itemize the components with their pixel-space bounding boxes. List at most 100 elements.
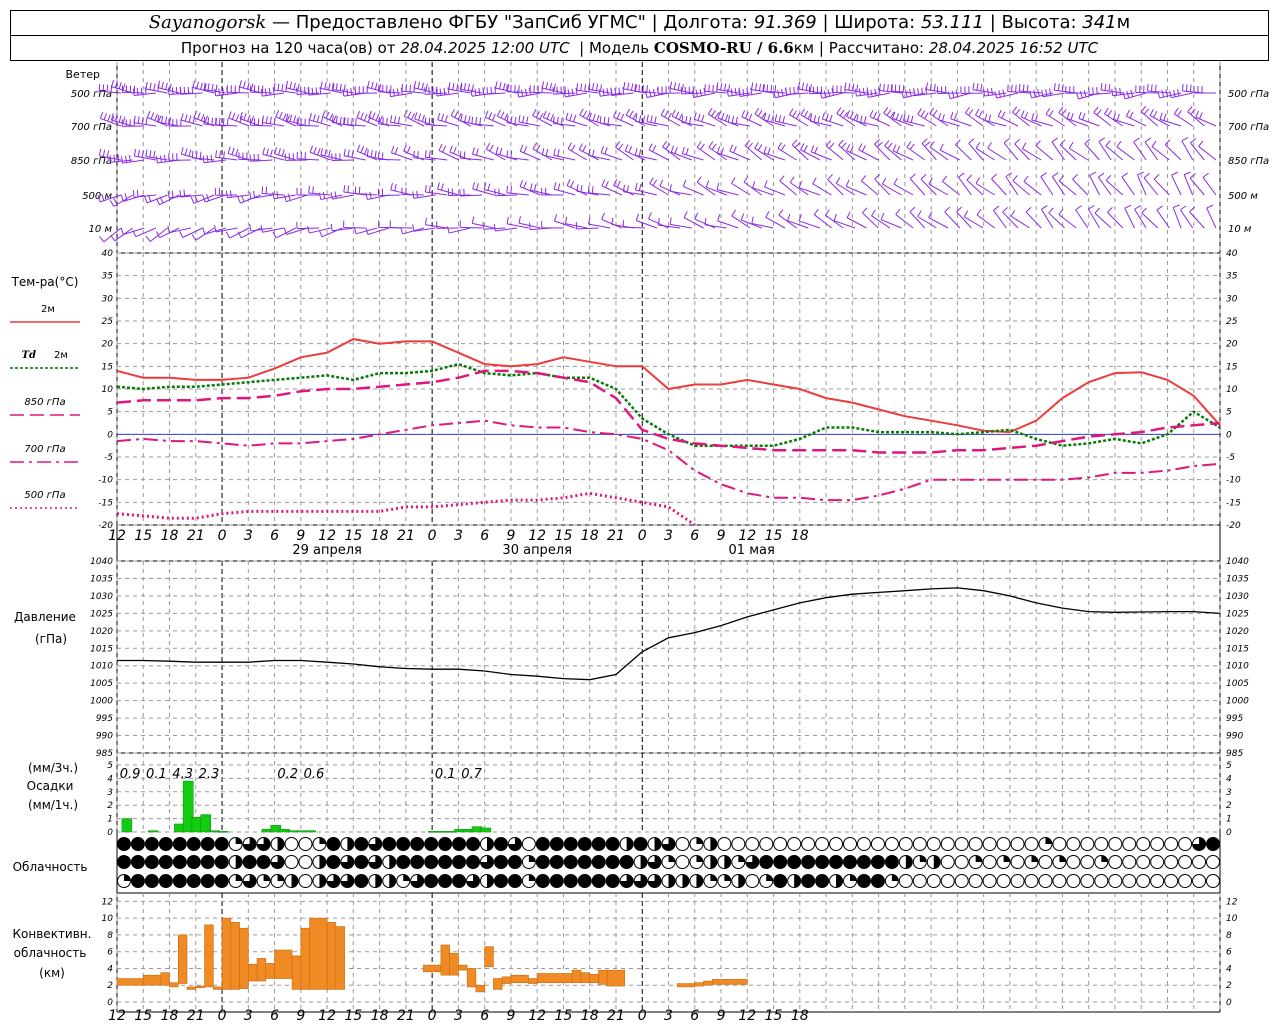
wind-barb-feather <box>932 109 938 117</box>
cloud-symbol <box>1066 874 1081 888</box>
wind-barb <box>835 182 856 196</box>
wind-barb <box>1181 140 1194 161</box>
wind-barb <box>273 89 296 94</box>
wind-barb-feather <box>343 117 345 125</box>
convective-bar <box>475 984 485 993</box>
cloud-symbol-fill <box>243 874 257 888</box>
cloud-symbol <box>452 837 467 851</box>
wind-barb-feather <box>101 193 105 201</box>
wind-barb-feather <box>720 83 723 91</box>
wind-barb <box>1022 148 1042 161</box>
wind-barb-feather <box>365 227 369 235</box>
y-tick-label-right: -10 <box>1226 476 1241 486</box>
y-tick-label-left: 4 <box>107 774 113 784</box>
wind-barb-feather <box>1052 172 1059 178</box>
wind-barb-feather <box>675 111 680 119</box>
wind-barb-feather <box>714 112 720 119</box>
wind-barb-feather <box>734 88 737 96</box>
wind-barb <box>1012 180 1030 196</box>
wind-barb-feather <box>953 113 958 121</box>
wind-barb-feather <box>1181 83 1184 92</box>
cloud-symbol <box>829 855 844 869</box>
wind-barb-feather <box>506 185 509 193</box>
wind-barb-feather <box>1096 109 1102 116</box>
wind-barb <box>519 186 541 196</box>
wind-barb-feather <box>106 84 109 92</box>
wind-barb-feather <box>318 230 323 238</box>
wind-barb-feather <box>334 191 337 199</box>
cloud-symbol <box>605 837 620 851</box>
time-axis-label: 9 <box>717 528 726 544</box>
wind-barb-feather <box>611 217 614 225</box>
wind-barb-feather <box>378 116 380 125</box>
cloud-symbol <box>158 855 173 869</box>
wind-barb-feather <box>475 148 479 156</box>
wind-barb-feather <box>204 115 209 123</box>
wind-barb-feather <box>642 116 646 124</box>
wind-barb-feather <box>870 89 873 97</box>
cloud-symbol <box>507 874 522 888</box>
wind-barb-feather <box>685 116 688 124</box>
wind-barb <box>343 123 366 127</box>
wind-barb <box>530 91 553 94</box>
wind-barb <box>1040 176 1054 196</box>
wind-barb-feather <box>1094 207 1101 214</box>
wind-barb <box>778 214 797 229</box>
wind-barb-feather <box>587 185 590 193</box>
cloud-symbol <box>256 855 271 869</box>
wind-barb-feather <box>136 189 139 197</box>
wind-barb <box>693 92 716 99</box>
wind-barb-feather <box>674 146 678 154</box>
wind-barb-feather <box>347 149 350 157</box>
wind-barb-feather <box>1177 109 1182 117</box>
wind-barb-feather <box>437 112 441 120</box>
wind-barb-feather <box>260 225 263 233</box>
wind-barb-feather <box>265 116 268 124</box>
wind-barb <box>180 194 203 198</box>
wind-barb <box>968 142 984 161</box>
wind-barb-feather <box>841 142 847 149</box>
cloud-symbol <box>438 874 453 888</box>
cloud-symbol <box>856 837 871 851</box>
wind-barb <box>1058 180 1077 196</box>
wind-barb-feather <box>328 149 331 157</box>
wind-barb <box>825 214 844 229</box>
wind-barb-feather <box>905 90 908 98</box>
wind-barb-feather <box>366 149 369 157</box>
wind-barb-feather <box>849 145 854 153</box>
cloud-symbol <box>507 855 522 869</box>
latitude-label: Широта: <box>834 12 916 33</box>
wind-barb <box>635 154 657 161</box>
wind-barb-feather <box>744 140 750 146</box>
cloud-symbol-fill <box>508 837 522 851</box>
wind-barb-feather <box>514 116 517 124</box>
wind-barb <box>1113 119 1135 127</box>
wind-barb-feather <box>453 146 457 154</box>
wind-barb-feather <box>755 83 758 91</box>
forecast-prefix: Прогноз на 120 часа(ов) от <box>180 39 396 57</box>
y-tick-label-right: -5 <box>1226 453 1235 463</box>
cloud-symbol-fill <box>640 855 648 869</box>
wind-barb-feather <box>1075 205 1082 211</box>
wind-barb <box>996 92 1019 99</box>
wind-barb-feather <box>1116 113 1120 121</box>
cloud-symbol-fill <box>905 855 913 869</box>
wind-level-label-right: 500 м <box>1228 191 1258 202</box>
wind-barb-feather <box>195 151 198 159</box>
wind-barb-feather <box>730 88 733 96</box>
wind-barb-feather <box>500 111 505 119</box>
wind-barb-feather <box>814 146 818 154</box>
cloud-symbol <box>968 837 983 851</box>
wind-barb <box>262 227 285 233</box>
wind-barb-feather <box>449 145 453 153</box>
wind-barb-feather <box>309 145 314 153</box>
cloud-symbol <box>773 837 788 851</box>
wind-barb-feather <box>467 115 471 123</box>
wind-barb-feather <box>532 109 537 116</box>
wind-barb-feather <box>1149 109 1154 116</box>
wind-title: Ветер <box>66 68 100 81</box>
wind-barb-feather <box>416 190 419 198</box>
wind-barb-feather <box>592 149 595 157</box>
wind-barb-feather <box>242 81 246 89</box>
wind-barb <box>728 121 751 127</box>
